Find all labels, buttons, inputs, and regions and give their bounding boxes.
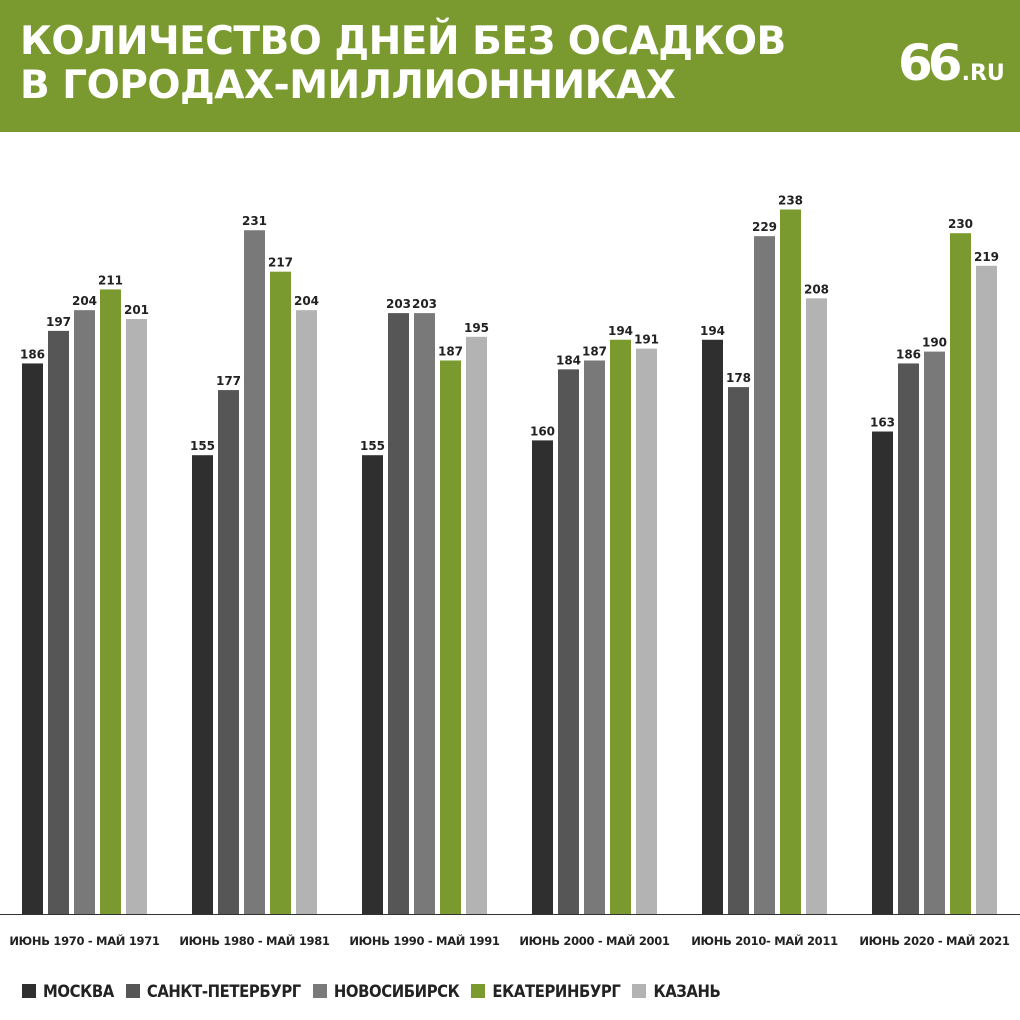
bar-value-label: 238 bbox=[778, 194, 803, 208]
bar bbox=[754, 236, 775, 914]
bar-value-label: 177 bbox=[216, 374, 241, 388]
x-tick-label: ИЮНЬ 1980 - МАЙ 1981 bbox=[179, 933, 330, 948]
bar bbox=[126, 319, 147, 914]
bar bbox=[702, 339, 723, 914]
bar bbox=[636, 348, 657, 914]
bar bbox=[22, 363, 43, 914]
x-tick-label: ИЮНЬ 1970 - МАЙ 1971 bbox=[9, 933, 160, 948]
bar bbox=[244, 230, 265, 914]
legend-item: КАЗАНЬ bbox=[632, 981, 721, 1001]
bar-value-label: 208 bbox=[804, 282, 829, 296]
bar bbox=[48, 330, 69, 914]
bar-value-label: 204 bbox=[294, 294, 319, 308]
bar-value-label: 155 bbox=[190, 439, 215, 453]
bar-value-label: 194 bbox=[608, 324, 633, 338]
bar-value-label: 191 bbox=[634, 333, 659, 347]
legend-item: МОСКВА bbox=[22, 982, 114, 1001]
bar bbox=[532, 440, 553, 914]
x-tick-label: ИЮНЬ 2020 - МАЙ 2021 bbox=[859, 933, 1010, 948]
bar-value-label: 211 bbox=[98, 273, 123, 287]
bar-value-label: 229 bbox=[752, 220, 777, 234]
page-title: КОЛИЧЕСТВО ДНЕЙ БЕЗ ОСАДКОВ В ГОРОДАХ-МИ… bbox=[20, 20, 786, 108]
logo-domain: .RU bbox=[961, 61, 1005, 86]
bar bbox=[296, 310, 317, 914]
bar-value-label: 194 bbox=[700, 324, 725, 338]
bar bbox=[950, 233, 971, 914]
bar bbox=[74, 310, 95, 914]
legend-label: МОСКВА bbox=[43, 981, 114, 1001]
bar bbox=[192, 455, 213, 914]
legend-item: САНКТ-ПЕТЕРБУРГ bbox=[125, 981, 301, 1001]
x-tick-label: ИЮНЬ 2010- МАЙ 2011 bbox=[691, 933, 838, 948]
legend-swatch bbox=[22, 984, 36, 998]
bar-value-label: 231 bbox=[242, 214, 267, 228]
legend-label: НОВОСИБИРСК bbox=[333, 981, 460, 1001]
bar bbox=[610, 339, 631, 914]
bar bbox=[362, 455, 383, 914]
bar bbox=[780, 209, 801, 914]
bar-value-label: 201 bbox=[124, 303, 149, 317]
bar-value-label: 187 bbox=[582, 344, 607, 358]
bar-value-label: 230 bbox=[948, 217, 973, 231]
x-tick-label: ИЮНЬ 2000 - МАЙ 2001 bbox=[519, 933, 670, 948]
title-line-1: КОЛИЧЕСТВО ДНЕЙ БЕЗ ОСАДКОВ bbox=[20, 19, 786, 64]
bar bbox=[584, 360, 605, 914]
bar-value-label: 187 bbox=[438, 344, 463, 358]
bar bbox=[414, 313, 435, 914]
bar bbox=[440, 360, 461, 914]
legend-swatch bbox=[125, 984, 140, 998]
bar bbox=[806, 298, 827, 914]
bar-value-label: 203 bbox=[412, 297, 437, 311]
title-line-2: В ГОРОДАХ-МИЛЛИОННИКАХ bbox=[20, 63, 676, 108]
bar-value-label: 186 bbox=[896, 347, 921, 361]
bar bbox=[218, 390, 239, 915]
legend-item: НОВОСИБИРСК bbox=[312, 981, 460, 1001]
bar-value-label: 155 bbox=[360, 439, 385, 453]
legend-label: САНКТ-ПЕТЕРБУРГ bbox=[146, 981, 301, 1001]
bar bbox=[898, 363, 919, 914]
legend-swatch bbox=[471, 984, 486, 998]
bar bbox=[466, 336, 487, 914]
bar-value-label: 217 bbox=[268, 256, 293, 270]
legend-label: КАЗАНЬ bbox=[653, 981, 721, 1001]
bar bbox=[558, 369, 579, 914]
bar-value-label: 184 bbox=[556, 353, 581, 367]
site-logo: 66 .RU bbox=[898, 38, 1005, 88]
bar bbox=[872, 431, 893, 914]
x-tick-label: ИЮНЬ 1990 - МАЙ 1991 bbox=[349, 933, 500, 948]
bar bbox=[728, 387, 749, 914]
bar-value-label: 163 bbox=[870, 416, 895, 430]
bar-value-label: 219 bbox=[974, 250, 999, 264]
bar-value-label: 197 bbox=[46, 315, 71, 329]
header-banner: КОЛИЧЕСТВО ДНЕЙ БЕЗ ОСАДКОВ В ГОРОДАХ-МИ… bbox=[0, 0, 1020, 132]
bar-value-label: 204 bbox=[72, 294, 97, 308]
legend-swatch bbox=[632, 984, 647, 998]
logo-number: 66 bbox=[898, 34, 963, 92]
bar bbox=[924, 351, 945, 915]
legend-item: ЕКАТЕРИНБУРГ bbox=[471, 981, 621, 1001]
bar bbox=[100, 289, 121, 914]
legend-swatch bbox=[312, 984, 327, 998]
bar-value-label: 190 bbox=[922, 336, 947, 350]
bar bbox=[270, 271, 291, 914]
bar-value-label: 160 bbox=[530, 424, 555, 438]
bar-value-label: 195 bbox=[464, 321, 489, 335]
bar-value-label: 186 bbox=[20, 347, 45, 361]
bar bbox=[388, 313, 409, 914]
chart-legend: МОСКВА САНКТ-ПЕТЕРБУРГ НОВОСИБИРСК ЕКАТЕРИН… bbox=[22, 978, 732, 1004]
bar-value-label: 178 bbox=[726, 371, 751, 385]
bar bbox=[976, 265, 997, 914]
legend-label: ЕКАТЕРИНБУРГ bbox=[492, 981, 621, 1001]
bar-value-label: 203 bbox=[386, 297, 411, 311]
